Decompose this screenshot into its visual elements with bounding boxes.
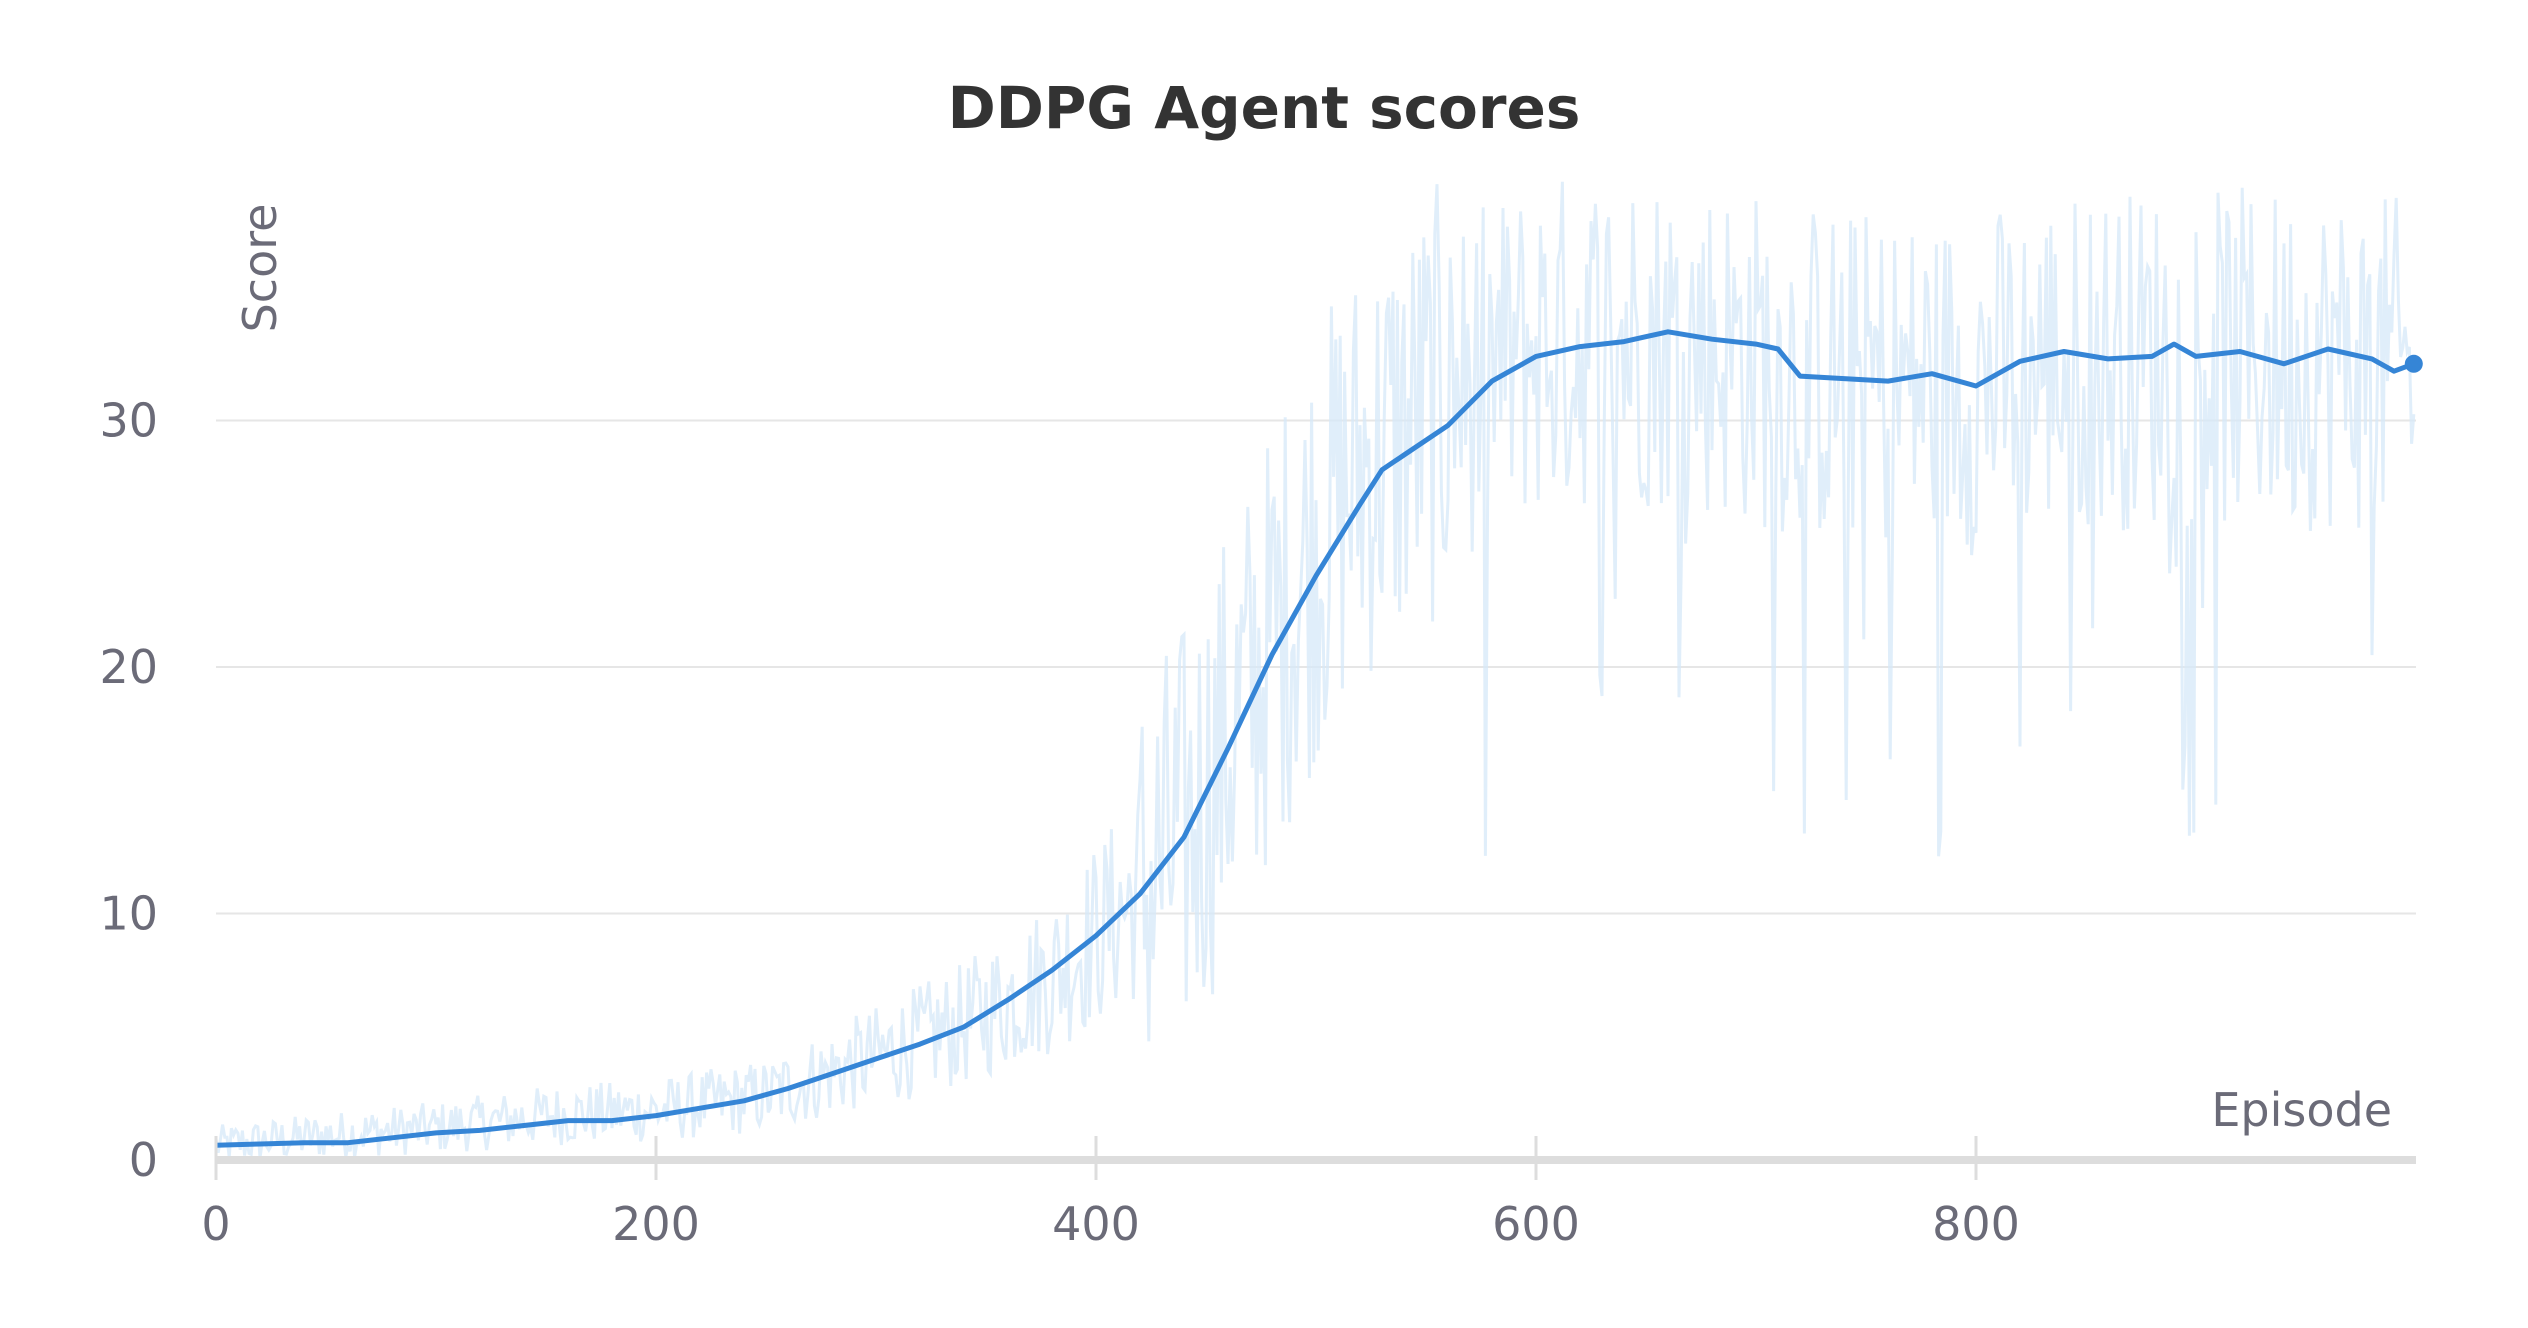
y-tick-label: 20 bbox=[99, 640, 158, 694]
y-tick-label: 0 bbox=[129, 1133, 158, 1187]
x-tick-label: 600 bbox=[1492, 1197, 1580, 1251]
x-tick-label: 0 bbox=[201, 1197, 230, 1251]
raw-score-line bbox=[214, 181, 2416, 1159]
y-axis-label: Score bbox=[233, 204, 287, 333]
average-score-series bbox=[215, 329, 2423, 1148]
x-tick-label: 400 bbox=[1052, 1197, 1140, 1251]
y-tick-label: 30 bbox=[99, 394, 158, 448]
x-tick-label: 200 bbox=[612, 1197, 700, 1251]
raw-score-series bbox=[214, 181, 2416, 1159]
average-score-endpoint bbox=[2404, 354, 2423, 373]
x-tick-label: 800 bbox=[1932, 1197, 2020, 1251]
y-tick-label: 10 bbox=[99, 887, 158, 941]
chart-title: DDPG Agent scores bbox=[948, 74, 1581, 142]
axes: 0 10 20 30 0 200 400 600 800 bbox=[99, 394, 2416, 1251]
average-score-line bbox=[215, 329, 2415, 1148]
x-axis-label: Episode bbox=[2211, 1083, 2392, 1137]
